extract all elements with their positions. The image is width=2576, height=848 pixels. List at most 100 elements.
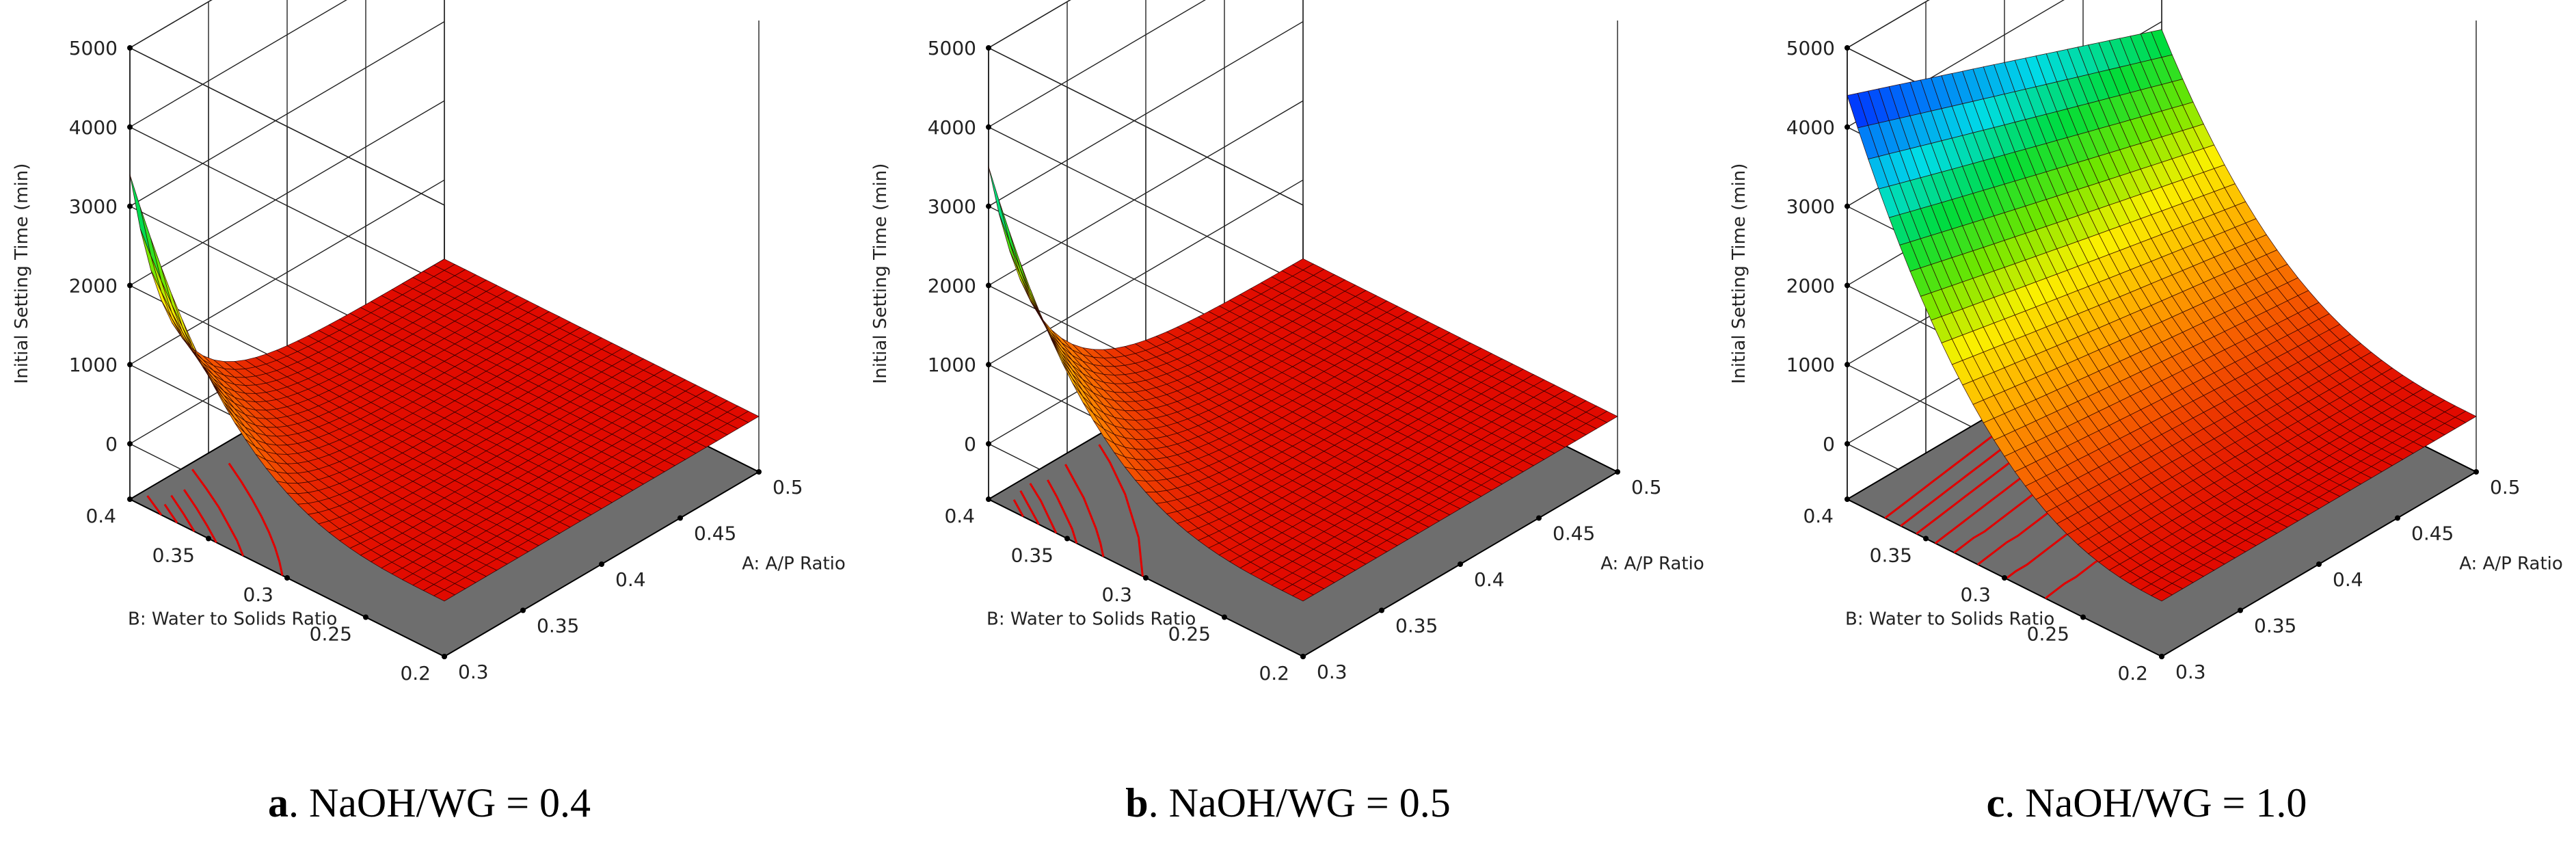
caption-text-b: . NaOH/WG = 0.5 (1148, 780, 1451, 825)
y-tick-dot (284, 575, 290, 581)
x-axis-title: A: A/P Ratio (2459, 554, 2563, 574)
y-tick-label: 0.25 (2027, 623, 2069, 646)
response-surface (988, 166, 1618, 602)
y-tick-dot (2002, 575, 2007, 581)
z-tick-label: 1000 (1786, 354, 1835, 376)
y-tick-dot (1844, 496, 1850, 502)
z-tick-dot (127, 45, 133, 51)
z-tick-label: 4000 (69, 116, 118, 139)
x-tick-label: 0.45 (694, 522, 736, 545)
x-tick-dot (677, 515, 683, 521)
x-tick-label: 0.45 (2411, 522, 2454, 545)
z-tick-dot (986, 203, 991, 209)
axes: 0 1000 2000 3000 4000 5000 0.3 0.35 0.4 0.45 0.5 0.… (1729, 37, 2563, 685)
z-tick-label: 2000 (928, 274, 976, 297)
z-tick-label: 5000 (928, 37, 976, 59)
z-tick-dot (127, 440, 133, 447)
surface-plot-a: 0 1000 2000 3000 4000 5000 0.3 0.35 0.4 0.45 0.5 0.… (12, 0, 846, 685)
y-axis-title: B: Water to Solids Ratio (128, 609, 337, 630)
z-tick-dot (1844, 203, 1850, 209)
caption-label-b: b (1125, 780, 1149, 825)
x-tick-label: 0.35 (2254, 615, 2296, 637)
x-tick-dot (2316, 561, 2322, 567)
y-tick-dot (1064, 535, 1070, 542)
x-axis-title: A: A/P Ratio (742, 554, 846, 574)
z-tick-label: 2000 (69, 274, 118, 297)
z-axis-title: Initial Setting Time (min) (870, 163, 891, 384)
floor-contours (1012, 444, 1144, 577)
y-tick-dot (206, 535, 211, 542)
z-tick-label: 3000 (928, 196, 976, 218)
z-tick-label: 3000 (69, 196, 118, 218)
surface-plot-c: 0 1000 2000 3000 4000 5000 0.3 0.35 0.4 0.45 0.5 0.… (1729, 0, 2563, 685)
x-tick-dot (2395, 515, 2400, 521)
y-tick-label: 0.35 (1011, 544, 1054, 567)
y-tick-dot (986, 496, 991, 502)
x-tick-dot (599, 561, 604, 567)
y-tick-label: 0.4 (1803, 505, 1834, 527)
caption-b: b. NaOH/WG = 0.5 (859, 780, 1717, 827)
z-tick-dot (127, 362, 133, 368)
y-tick-dot (1222, 614, 1227, 620)
y-tick-dot (2080, 614, 2086, 620)
panel-a: 0 1000 2000 3000 4000 5000 0.3 0.35 0.4 0.45 0.5 0.… (0, 0, 859, 848)
axes: 0 1000 2000 3000 4000 5000 0.3 0.35 0.4 0.45 0.5 0.… (870, 37, 1704, 685)
x-tick-label: 0.3 (1317, 661, 1347, 683)
y-tick-label: 0.25 (1168, 623, 1211, 646)
z-tick-label: 1000 (69, 354, 118, 376)
y-tick-dot (2159, 654, 2164, 659)
x-tick-dot (1379, 607, 1384, 613)
y-tick-label: 0.4 (944, 505, 975, 527)
x-tick-dot (2238, 607, 2243, 613)
z-tick-label: 0 (1823, 433, 1835, 455)
x-tick-dot (1458, 561, 1463, 567)
z-tick-label: 2000 (1786, 274, 1835, 297)
x-tick-dot (1536, 515, 1542, 521)
y-tick-label: 0.3 (1960, 583, 1991, 606)
z-tick-label: 1000 (928, 354, 976, 376)
x-tick-label: 0.4 (615, 568, 646, 591)
z-tick-dot (1844, 440, 1850, 447)
x-axis-title: A: A/P Ratio (1600, 554, 1704, 574)
x-tick-label: 0.4 (1474, 568, 1505, 591)
axes: 0 1000 2000 3000 4000 5000 0.3 0.35 0.4 0.45 0.5 0.… (12, 37, 846, 685)
y-tick-label: 0.3 (1101, 583, 1132, 606)
z-tick-dot (986, 362, 991, 368)
z-tick-label: 4000 (928, 116, 976, 139)
z-tick-dot (1844, 45, 1850, 51)
caption-label-a: a (267, 780, 289, 825)
caption-text-a: . NaOH/WG = 0.4 (288, 780, 591, 825)
response-surface (1847, 29, 2477, 602)
z-tick-dot (986, 45, 991, 51)
panel-b: 0 1000 2000 3000 4000 5000 0.3 0.35 0.4 0.45 0.5 0.… (859, 0, 1717, 848)
x-tick-dot (756, 469, 762, 475)
x-tick-dot (1615, 469, 1620, 475)
y-axis-title: B: Water to Solids Ratio (987, 609, 1196, 630)
x-tick-label: 0.45 (1553, 522, 1595, 545)
x-tick-label: 0.35 (537, 615, 579, 637)
x-tick-dot (2473, 469, 2479, 475)
x-tick-label: 0.5 (773, 476, 803, 499)
z-axis-title: Initial Setting Time (min) (12, 163, 32, 384)
z-tick-dot (127, 203, 133, 209)
z-tick-dot (986, 440, 991, 447)
y-tick-dot (1143, 575, 1149, 581)
response-surface (129, 174, 760, 602)
x-tick-label: 0.35 (1395, 615, 1438, 637)
x-tick-label: 0.5 (2490, 476, 2521, 499)
z-tick-label: 4000 (1786, 116, 1835, 139)
y-tick-label: 0.35 (1870, 544, 1912, 567)
z-tick-label: 0 (964, 433, 976, 455)
y-tick-dot (363, 614, 368, 620)
y-tick-label: 0.2 (2117, 662, 2148, 685)
x-tick-label: 0.4 (2333, 568, 2363, 591)
caption-label-c: c (1986, 780, 2005, 825)
z-tick-dot (1844, 282, 1850, 289)
z-tick-label: 5000 (69, 37, 118, 59)
x-tick-label: 0.3 (2175, 661, 2206, 683)
caption-a: a. NaOH/WG = 0.4 (0, 780, 859, 827)
y-tick-label: 0.2 (400, 662, 431, 685)
y-tick-label: 0.25 (310, 623, 352, 646)
y-tick-dot (127, 496, 133, 502)
